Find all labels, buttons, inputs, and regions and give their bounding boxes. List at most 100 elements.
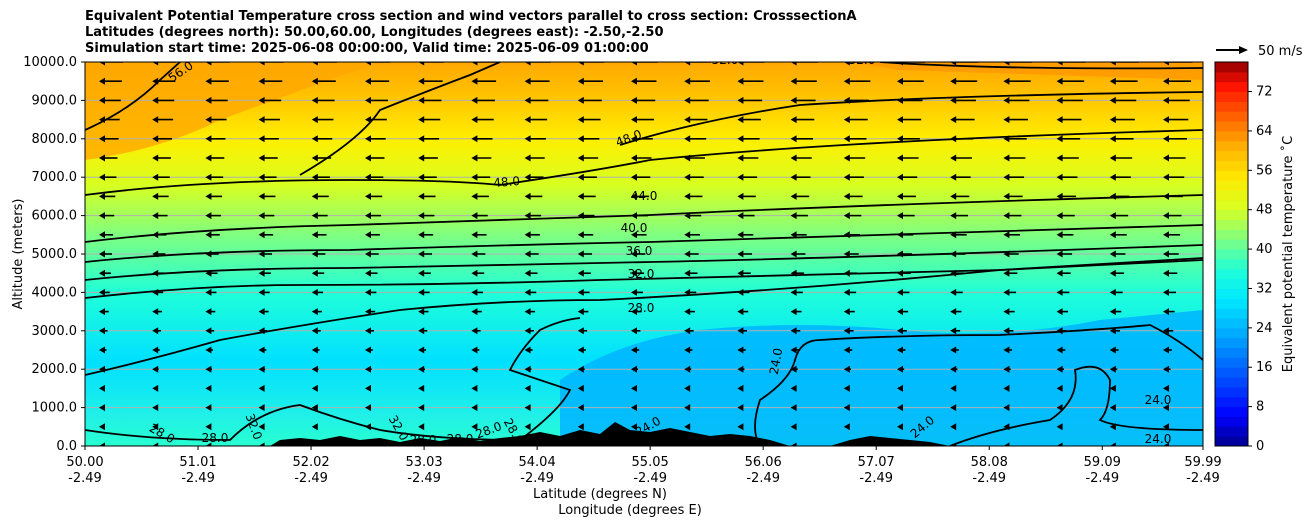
wind-arrow	[631, 116, 655, 124]
wind-arrow	[1163, 288, 1176, 296]
wind-arrow	[897, 288, 910, 296]
wind-arrow	[1056, 384, 1063, 392]
wind-arrow	[737, 62, 765, 66]
wind-arrow	[1003, 327, 1014, 335]
wind-arrow	[365, 384, 371, 392]
wind-arrow	[418, 365, 425, 373]
colorbar-band	[1215, 357, 1248, 368]
wind-arrow	[99, 173, 117, 181]
wind-arrow	[418, 96, 442, 104]
y-axis: 0.0 1000.0 2000.0 3000.0 4000.0 5000.0 6000.0 7…	[23, 55, 85, 454]
wind-arrow	[471, 212, 488, 220]
wind-arrow	[99, 404, 105, 412]
wind-arrow	[1003, 173, 1025, 181]
contour-label: 44.0	[631, 189, 658, 203]
colorbar-frame	[1214, 61, 1249, 447]
x-tick-label-lat: 59.99	[1184, 455, 1221, 470]
wind-arrow	[524, 192, 543, 200]
colorbar-band	[1215, 416, 1248, 427]
wind-arrow	[1056, 62, 1086, 66]
wind-arrow	[524, 250, 539, 258]
wind-arrow	[737, 96, 763, 104]
wind-arrow	[152, 346, 160, 354]
wind-arrow	[365, 135, 386, 143]
wind-arrow	[418, 423, 425, 431]
wind-arrow	[1163, 404, 1169, 412]
wind-arrow	[1163, 212, 1182, 220]
wind-arrow	[524, 62, 551, 66]
wind-arrow	[1109, 442, 1116, 446]
x-tick-label-lat: 54.04	[519, 455, 556, 470]
wind-arrow	[365, 288, 377, 296]
wind-arrow	[790, 116, 815, 124]
colorbar-tick-label: 32	[1256, 281, 1273, 296]
wind-arrow	[152, 365, 159, 373]
wind-arrow	[897, 212, 915, 220]
y-tick-label: 3000.0	[32, 324, 78, 339]
wind-arrow	[577, 62, 605, 66]
wind-arrow	[99, 288, 110, 296]
wind-arrow	[205, 346, 214, 354]
wind-arrow	[950, 116, 975, 124]
wind-arrow	[1109, 404, 1116, 412]
colorbar-band	[1215, 111, 1248, 122]
wind-arrow	[684, 231, 700, 239]
wind-arrow	[577, 135, 600, 143]
wind-arrow	[152, 404, 159, 412]
wind-arrow	[631, 346, 640, 354]
wind-arrow	[631, 77, 657, 85]
chart-title-line-2: Latitudes (degrees north): 50.00,60.00, …	[85, 25, 664, 40]
wind-arrow	[950, 77, 978, 85]
wind-arrow	[577, 269, 591, 277]
wind-arrow	[950, 96, 976, 104]
wind-arrow	[1003, 365, 1011, 373]
contour-label: 24.0	[1145, 393, 1172, 407]
wind-arrow	[1163, 423, 1169, 431]
wind-arrow	[205, 96, 228, 104]
wind-arrow	[365, 192, 383, 200]
wind-arrow	[1003, 192, 1023, 200]
wind-arrow	[790, 135, 814, 143]
wind-arrow	[897, 346, 906, 354]
wind-arrow	[418, 154, 438, 162]
wind-arrow	[950, 384, 957, 392]
wind-arrow	[843, 346, 853, 354]
wind-arrow	[99, 327, 108, 335]
wind-arrow	[365, 231, 380, 239]
wind-arrow	[205, 365, 212, 373]
wind-arrow	[524, 288, 537, 296]
wind-arrow	[1109, 96, 1137, 104]
wind-arrow	[524, 96, 549, 104]
colorbar-band	[1215, 219, 1248, 230]
x-tick-label-lon: -2.49	[520, 471, 554, 486]
wind-arrow	[1109, 384, 1116, 392]
wind-arrow	[1163, 77, 1192, 85]
wind-arrow	[258, 346, 267, 354]
wind-arrow	[311, 96, 335, 104]
wind-arrow	[737, 116, 761, 124]
wind-arrow	[790, 404, 797, 412]
wind-arrow	[1056, 269, 1071, 277]
wind-arrow	[524, 116, 548, 124]
wind-arrow	[1056, 288, 1070, 296]
wind-arrow	[1163, 173, 1185, 181]
wind-arrow	[418, 327, 428, 335]
wind-arrow	[577, 308, 589, 316]
wind-arrow	[1056, 212, 1075, 220]
x-tick-label-lon: -2.49	[294, 471, 328, 486]
wind-arrow	[311, 404, 318, 412]
colorbar-band	[1215, 170, 1248, 181]
wind-arrow	[631, 404, 637, 412]
wind-arrow	[471, 423, 478, 431]
wind-arrow	[1163, 346, 1172, 354]
colorbar-band	[1215, 249, 1248, 260]
colorbar-band	[1215, 229, 1248, 240]
wind-arrow	[524, 365, 532, 373]
wind-arrow	[311, 346, 320, 354]
wind-arrow	[418, 173, 437, 181]
colorbar-band	[1215, 258, 1248, 270]
wind-arrow	[99, 308, 109, 316]
wind-arrow	[684, 77, 710, 85]
colorbar-band	[1215, 121, 1248, 132]
wind-arrow	[1003, 404, 1010, 412]
